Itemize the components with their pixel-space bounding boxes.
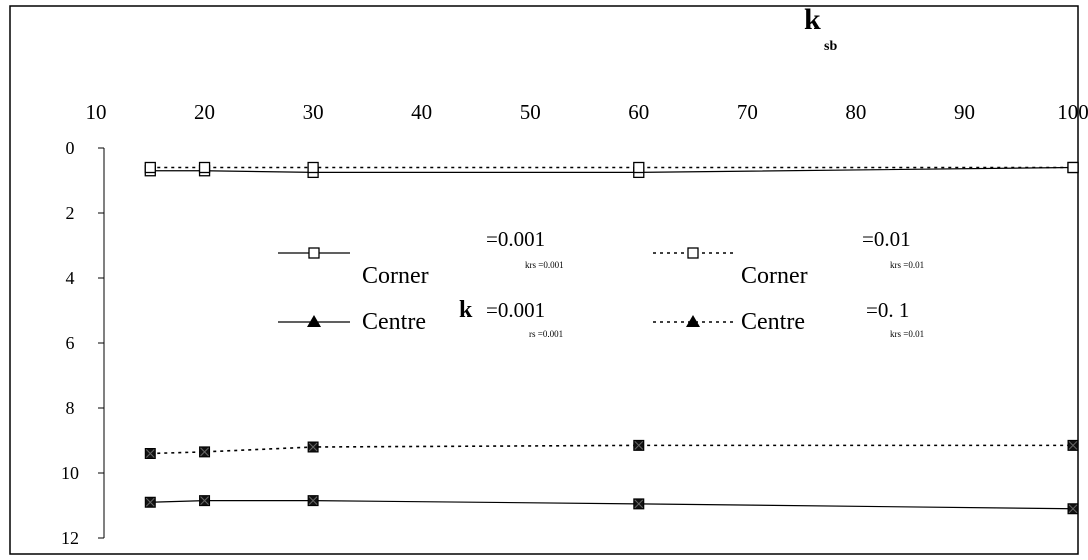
y-tick-label: 0 — [66, 138, 75, 158]
x-tick-label: 70 — [737, 100, 758, 124]
data-point-cross-centre_01 — [145, 449, 155, 458]
data-point-cross-centre_01 — [634, 441, 644, 450]
legend-value: =0.001 — [486, 227, 545, 251]
chart-frame — [9, 5, 1079, 555]
legend-label: Centre — [741, 309, 805, 335]
legend-square-marker — [687, 247, 699, 259]
x-axis-title-subscript: sb — [824, 39, 837, 54]
legend: Corner =0.001 krs =0.001 Corner =0.01 kr… — [278, 227, 924, 339]
y-tick-label: 2 — [66, 203, 75, 223]
data-point-cross-centre_001 — [634, 499, 644, 509]
y-tick-label: 12 — [61, 528, 79, 548]
legend-subnote: krs =0.01 — [890, 329, 924, 339]
y-tick-label: 6 — [66, 333, 75, 353]
legend-entry-centre-001: Centre k =0.001 rs =0.001 — [278, 297, 563, 339]
data-point-cross-centre_001 — [145, 497, 155, 507]
data-point-corner_01 — [633, 161, 645, 174]
y-axis-ticks: 0 2 4 6 8 10 12 — [61, 138, 104, 548]
x-tick-label: 100 — [1057, 100, 1088, 124]
x-axis-ticks: 10 20 30 40 50 60 70 80 90 100 — [86, 100, 1088, 124]
legend-label: Corner — [362, 263, 429, 289]
data-point-cross-centre_01 — [1068, 441, 1078, 450]
series-layer — [144, 161, 1079, 515]
data-point-cross-centre_001 — [200, 496, 209, 505]
y-tick-label: 8 — [66, 398, 75, 418]
x-tick-label: 60 — [628, 100, 649, 124]
legend-value: =0.01 — [862, 227, 911, 251]
legend-subnote: krs =0.01 — [890, 260, 924, 270]
x-tick-label: 80 — [845, 100, 866, 124]
data-point-cross-centre_01 — [200, 447, 209, 457]
data-point-corner_01 — [198, 161, 211, 174]
legend-entry-centre-01: Centre =0. 1 krs =0.01 — [653, 298, 924, 339]
legend-subnote: rs =0.001 — [529, 329, 563, 339]
data-point-cross-centre_01 — [308, 442, 318, 452]
legend-label: Centre — [362, 309, 426, 335]
y-tick-label: 10 — [61, 463, 79, 483]
data-point-corner_01 — [307, 161, 319, 174]
x-tick-label: 50 — [520, 100, 541, 124]
data-point-cross-centre_001 — [1068, 504, 1078, 514]
legend-triangle-marker — [686, 315, 700, 327]
legend-prefix: k — [459, 297, 473, 323]
x-tick-label: 90 — [954, 100, 975, 124]
legend-entry-corner-001: Corner =0.001 krs =0.001 — [278, 227, 564, 289]
x-tick-label: 20 — [194, 100, 215, 124]
x-tick-label: 40 — [411, 100, 432, 124]
x-tick-label: 30 — [303, 100, 324, 124]
data-point-cross-centre_001 — [308, 496, 318, 505]
legend-square-marker — [308, 247, 320, 259]
legend-value: =0.001 — [486, 298, 545, 322]
data-point-corner_01 — [144, 161, 156, 174]
x-tick-label: 10 — [86, 100, 107, 124]
legend-entry-corner-01: Corner =0.01 krs =0.01 — [653, 227, 924, 289]
legend-label: Corner — [741, 263, 808, 289]
legend-value: =0. 1 — [866, 298, 909, 322]
data-point-corner_01 — [1067, 161, 1079, 174]
legend-subnote: krs =0.001 — [525, 260, 564, 270]
x-axis-title: k — [804, 3, 821, 36]
legend-triangle-marker — [307, 315, 321, 327]
y-tick-label: 4 — [66, 268, 75, 288]
